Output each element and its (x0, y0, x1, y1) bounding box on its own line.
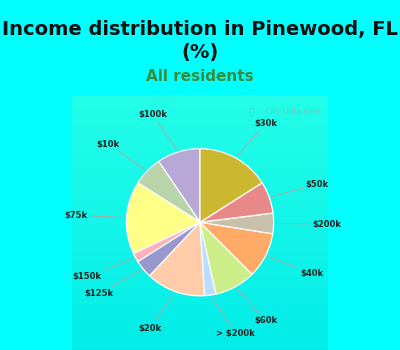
Text: $30k: $30k (237, 119, 277, 156)
Wedge shape (200, 213, 274, 234)
Text: $125k: $125k (84, 271, 141, 299)
Text: $20k: $20k (139, 294, 174, 332)
Wedge shape (126, 183, 200, 254)
Text: $150k: $150k (72, 259, 133, 281)
Wedge shape (150, 222, 205, 296)
Text: $60k: $60k (237, 289, 277, 325)
Wedge shape (138, 161, 200, 222)
Text: $40k: $40k (268, 257, 323, 278)
Text: $50k: $50k (272, 180, 329, 197)
Text: All residents: All residents (146, 69, 254, 84)
Wedge shape (200, 222, 252, 294)
Text: > $200k: > $200k (212, 298, 254, 338)
Text: $10k: $10k (96, 140, 145, 169)
Wedge shape (200, 222, 273, 274)
Text: City-Data.com: City-Data.com (265, 107, 320, 116)
Text: $75k: $75k (65, 211, 124, 220)
Wedge shape (200, 183, 273, 222)
Text: ⓘ: ⓘ (248, 107, 254, 116)
Text: $100k: $100k (138, 110, 177, 150)
Text: Income distribution in Pinewood, FL
(%): Income distribution in Pinewood, FL (%) (2, 20, 398, 62)
Text: $200k: $200k (276, 219, 341, 229)
Wedge shape (200, 222, 216, 296)
Wedge shape (134, 222, 200, 262)
Wedge shape (200, 149, 262, 222)
Wedge shape (138, 222, 200, 276)
Wedge shape (159, 149, 200, 222)
